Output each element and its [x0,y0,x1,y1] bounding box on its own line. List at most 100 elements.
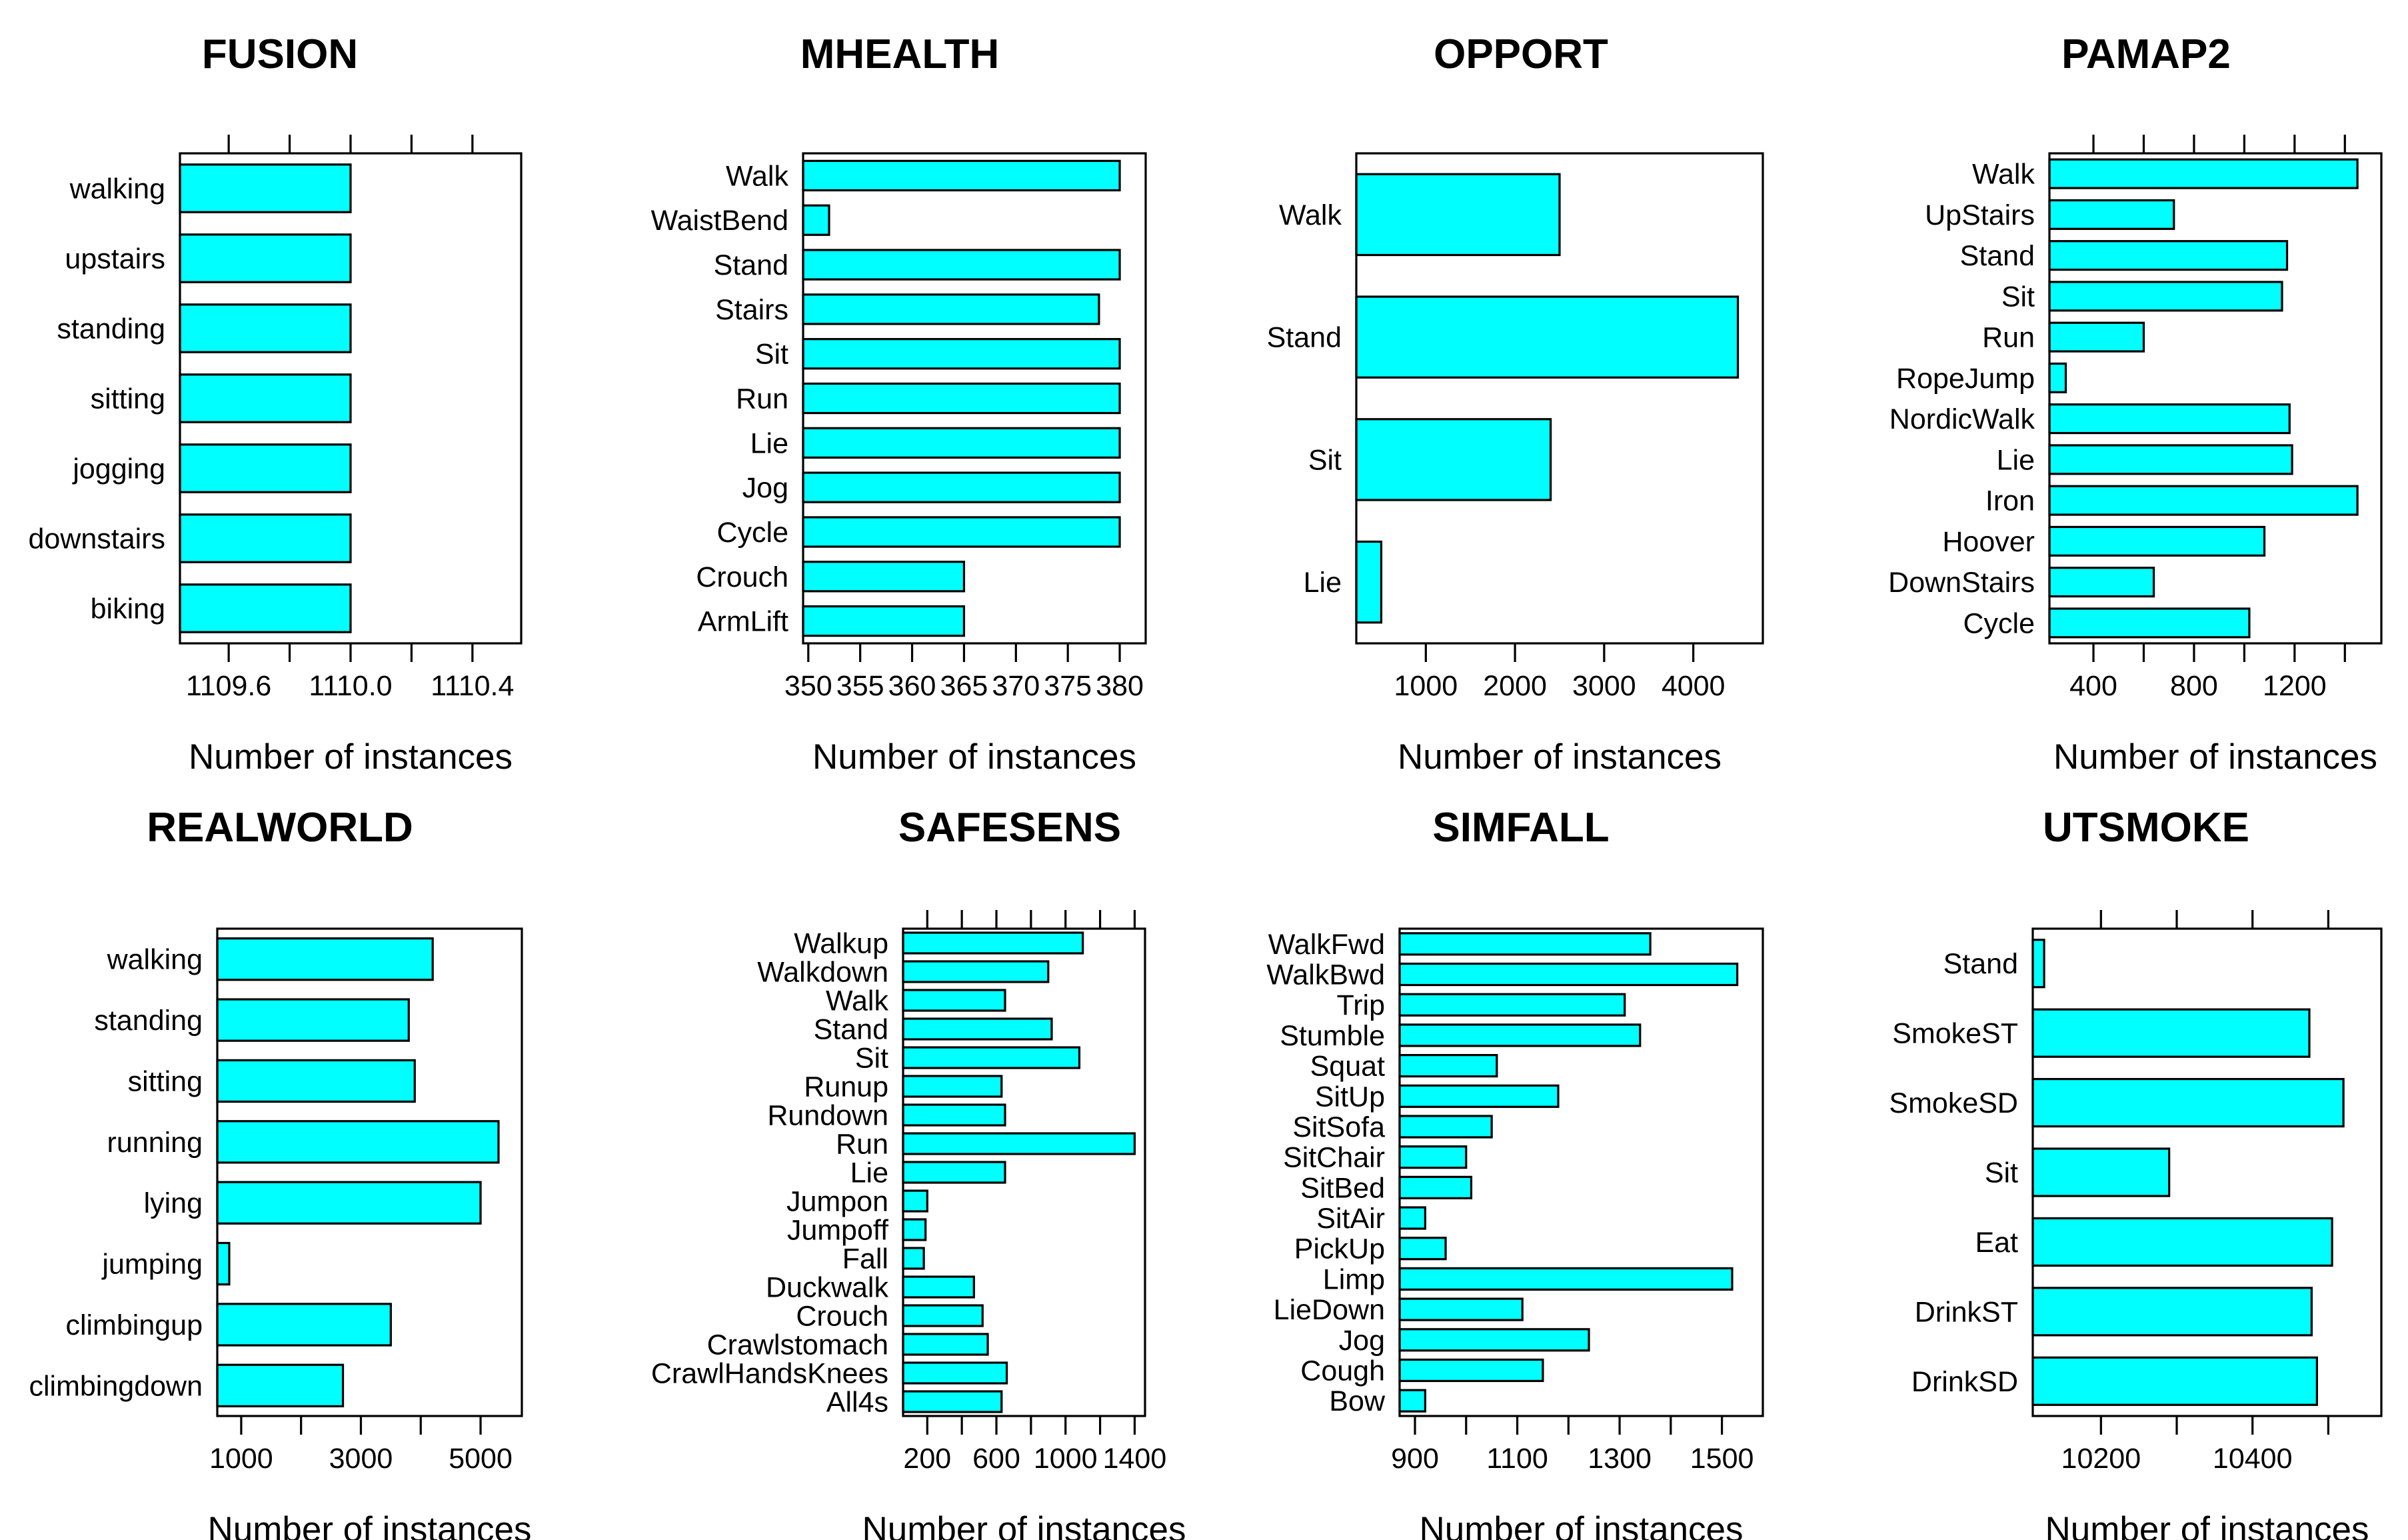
bar-walk [2048,158,2359,189]
x-tick-label: 375 [1044,670,1092,702]
bar-lie [902,1161,1006,1184]
category-label: NordicWalk [1889,403,2035,435]
category-label: LieDown [1274,1294,1385,1326]
category-label: Run [836,1129,888,1161]
category-label: Run [736,383,788,415]
category-label: Stand [1943,948,2018,980]
category-label: Rundown [767,1100,888,1132]
category-label: Stairs [715,294,788,326]
category-label: SitBed [1300,1172,1385,1204]
category-label: Lie [1997,444,2035,476]
category-label: running [107,1127,203,1159]
bar-walk [1355,173,1561,257]
category-label: walking [69,173,165,205]
category-label: Jog [742,472,788,504]
panel-mhealth: MHEALTH Walk WaistBend Stand Stairs Sit Run Lie… [651,31,1147,777]
category-label: Crouch [696,561,788,593]
bar-liedown [1398,1297,1524,1321]
bar-crouch [902,1304,984,1327]
category-label: Lie [1304,567,1342,599]
category-label: DrinkST [1915,1296,2018,1328]
category-label: jumping [101,1249,203,1281]
panel-title: REALWORLD [147,805,413,851]
panel-simfall: SIMFALLWalkFwdWalkBwdTripStumbleSquatSit… [1266,805,1764,1540]
category-label: Stand [714,249,788,281]
panel-title: PAMAP2 [2061,31,2231,77]
category-label: Jumpon [786,1186,888,1218]
panel-realworld: REALWORLD walking standing sitting running ly… [29,805,531,1540]
x-tick-label: 1000 [209,1443,273,1475]
category-label: Hoover [1942,526,2035,558]
category-label: downstairs [28,523,165,555]
category-label: Stand [814,1014,888,1046]
bar-cycle [802,516,1121,548]
category-label: Crouch [796,1301,888,1333]
bar-sit [2048,281,2283,312]
bar-stand [2048,240,2289,271]
panel-title: MHEALTH [800,31,999,77]
bar-biking [179,583,352,633]
x-tick-label: 1000 [1034,1443,1098,1475]
category-label: Sit [1985,1157,2018,1189]
bar-pickup [1398,1237,1447,1261]
bar-sitbed [1398,1175,1473,1199]
x-tick-label: 350 [784,670,832,702]
bar-iron [2048,485,2359,516]
x-tick-label: 400 [2069,670,2117,702]
category-label: All4s [826,1387,888,1419]
x-tick-label: 360 [888,670,936,702]
bar-sitchair [1398,1145,1468,1169]
category-label: Walkup [794,928,888,960]
x-tick-label: 355 [836,670,884,702]
bar-smokesd [2031,1077,2345,1128]
bar-fall [902,1247,925,1270]
x-tick-label: 600 [972,1443,1020,1475]
bar-nordicwalk [2048,403,2291,435]
bar-walkbwd [1398,962,1739,987]
category-label: SmokeSD [1889,1087,2018,1119]
plot-frame [902,927,1146,1417]
x-axis-label: Number of instances [812,737,1136,777]
category-label: Lie [750,427,788,459]
bar-jumpoff [902,1218,927,1241]
bar-stairs [802,293,1100,325]
category-label: Sit [855,1043,888,1075]
bar-walkdown [902,960,1050,983]
category-label: Walk [1279,199,1342,231]
bar-jumping [216,1241,231,1286]
plot-frame [2031,927,2383,1417]
panel-pamap2: PAMAP2 Walk UpStairs Stand Sit Run RopeJump Nor… [1888,31,2383,777]
category-label: Stand [1960,240,2035,272]
x-tick-label: 380 [1096,670,1144,702]
bar-run [902,1132,1136,1155]
panel-safesens: SAFESENSWalkupWalkdownWalkStandSitRunupR… [651,805,1186,1540]
x-tick-label: 10200 [2061,1443,2141,1475]
bar-jog [802,471,1121,503]
bar-standing [216,998,410,1042]
category-label: Squat [1310,1051,1385,1083]
panel-title: UTSMOKE [2043,805,2249,851]
category-label: Fall [842,1243,888,1275]
category-label: Eat [1975,1227,2018,1259]
panel-title: SIMFALL [1432,805,1609,851]
bar-stand [802,249,1121,281]
category-label: Cycle [1963,607,2035,639]
category-label: jogging [71,453,165,485]
category-label: WalkFwd [1268,929,1385,961]
category-label: DrinkSD [1911,1366,2018,1398]
x-tick-label: 3000 [1572,670,1636,702]
bar-stand [902,1017,1053,1041]
category-label: SitAir [1316,1203,1385,1235]
bar-walk [902,989,1006,1012]
panel-title: OPPORT [1434,31,1608,77]
x-tick-label: 1300 [1588,1443,1652,1475]
panel-utsmoke: UTSMOKE Stand SmokeST SmokeSD Sit Eat DrinkST D… [1889,805,2383,1540]
category-label: ArmLift [698,606,788,638]
bar-walkup [902,931,1084,955]
category-label: Sit [2001,281,2035,313]
x-tick-label: 370 [992,670,1040,702]
x-tick-label: 1109.6 [186,670,271,702]
category-label: Cough [1300,1355,1385,1387]
category-label: Lie [850,1157,888,1189]
category-label: Jumpoff [787,1215,889,1247]
